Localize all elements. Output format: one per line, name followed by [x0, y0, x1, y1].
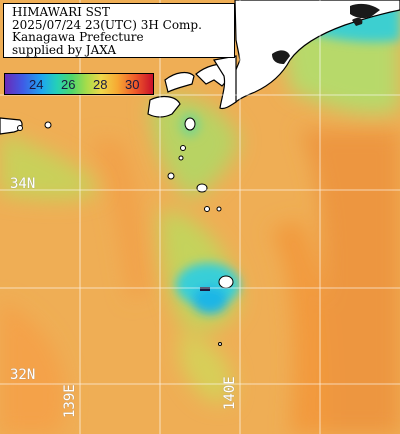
legend-tick-30: 30 — [125, 77, 140, 92]
izu-peninsula — [147, 95, 181, 118]
niijima-island — [178, 155, 184, 161]
islet — [44, 121, 52, 129]
color-legend: 24 26 28 30 — [4, 73, 154, 95]
toshima-island — [180, 145, 186, 151]
aogashima-island — [218, 342, 222, 346]
islet — [17, 125, 23, 131]
cold-patch — [200, 287, 210, 291]
warm-water-band — [0, 130, 400, 434]
land-masses — [0, 0, 400, 135]
no-data-patches — [272, 3, 380, 64]
islet — [216, 206, 222, 212]
kozushima-island — [167, 172, 175, 180]
title-line-4: supplied by JAXA — [12, 42, 117, 57]
hachijojima-island — [218, 275, 234, 289]
sagami-bay-coast — [164, 71, 195, 93]
mikurajima-island — [204, 206, 210, 212]
oshima-island — [184, 117, 196, 131]
honshu-coast — [229, 0, 400, 104]
title-line-3: Kanagawa Prefecture — [12, 30, 144, 44]
title-line-2: 2025/07/24 23(UTC) 3H Comp. — [12, 17, 202, 32]
legend-tick-24: 24 — [29, 77, 44, 92]
title-line-1: HIMAWARI SST — [12, 5, 110, 19]
legend-tick-28: 28 — [93, 77, 108, 92]
lat-label-34n: 34N — [10, 176, 36, 192]
lon-label-139e: 139E — [62, 384, 78, 418]
title-box: HIMAWARI SST 2025/07/24 23(UTC) 3H Comp.… — [3, 3, 235, 58]
miyakejima-island — [196, 183, 208, 193]
islands — [17, 117, 234, 346]
lon-label-140e: 140E — [222, 376, 238, 410]
lat-label-32n: 32N — [10, 367, 36, 383]
legend-tick-26: 26 — [61, 77, 76, 92]
